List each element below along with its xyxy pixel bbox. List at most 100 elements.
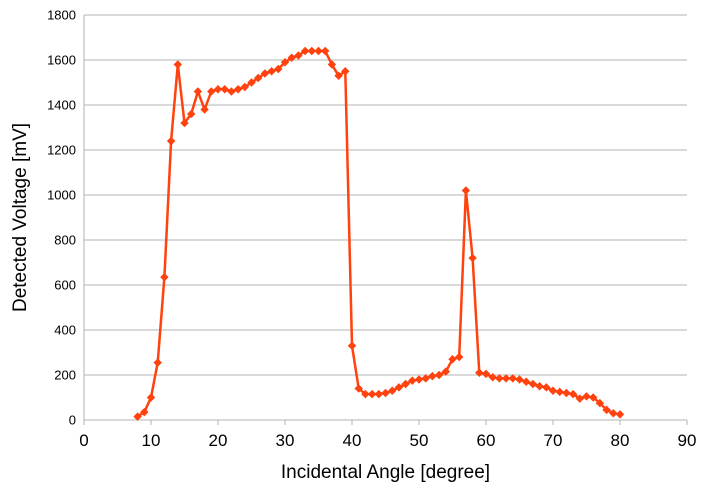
data-point xyxy=(575,394,584,403)
y-tick-label: 800 xyxy=(54,233,76,248)
data-point xyxy=(388,386,397,395)
data-point xyxy=(361,389,370,399)
data-point xyxy=(522,377,531,386)
data-point xyxy=(267,67,276,76)
data-point xyxy=(508,374,517,383)
data-point xyxy=(274,64,283,74)
data-point xyxy=(602,405,611,415)
data-point xyxy=(542,383,551,392)
data-point xyxy=(254,73,263,83)
data-point xyxy=(595,398,605,408)
y-tick-label: 1200 xyxy=(47,143,76,158)
data-point xyxy=(468,253,477,263)
y-tick-label: 400 xyxy=(54,323,76,338)
x-tick-label: 40 xyxy=(343,431,362,450)
data-point xyxy=(146,393,156,402)
data-point xyxy=(562,388,571,398)
x-tick-label: 0 xyxy=(79,431,88,450)
x-tick-labels: 0 10 20 30 40 50 60 70 80 90 xyxy=(79,420,696,450)
data-point xyxy=(495,374,504,383)
y-axis-label: Detected Voltage [mV] xyxy=(10,123,31,312)
x-axis-label: Incidental Angle [degree] xyxy=(281,462,490,483)
x-tick-label: 70 xyxy=(544,431,563,450)
data-point xyxy=(374,389,383,399)
y-tick-label: 1000 xyxy=(47,188,76,203)
data-point xyxy=(475,368,484,377)
data-point xyxy=(528,379,538,389)
data-point xyxy=(133,412,142,421)
data-point xyxy=(568,389,578,399)
data-point xyxy=(247,78,256,87)
data-point xyxy=(481,369,491,379)
x-tick-label: 60 xyxy=(477,431,496,450)
data-point xyxy=(240,82,249,92)
data-point xyxy=(166,136,176,146)
data-point xyxy=(354,384,363,393)
data-point xyxy=(582,392,591,401)
data-point xyxy=(421,374,430,383)
data-point xyxy=(347,341,357,350)
data-point xyxy=(160,272,169,282)
data-point xyxy=(227,87,236,96)
data-point xyxy=(173,60,182,69)
data-point xyxy=(294,51,303,60)
x-tick-label: 80 xyxy=(611,431,630,450)
y-tick-label: 1400 xyxy=(47,98,76,113)
data-point xyxy=(428,371,437,381)
data-point xyxy=(280,58,290,67)
y-tick-label: 1800 xyxy=(47,8,76,23)
y-tick-label: 600 xyxy=(54,278,76,293)
data-point xyxy=(220,85,229,94)
data-point xyxy=(515,375,524,384)
y-tick-labels: 0 200 400 600 800 1000 1200 1400 1600 1800 xyxy=(47,8,76,428)
data-point xyxy=(233,85,243,94)
data-point xyxy=(213,85,223,94)
data-point xyxy=(414,375,424,384)
data-point xyxy=(287,53,296,62)
x-tick-label: 90 xyxy=(678,431,697,450)
series-group xyxy=(133,46,625,421)
y-tick-label: 200 xyxy=(54,368,76,383)
x-tick-label: 30 xyxy=(276,431,295,450)
data-point xyxy=(140,407,149,417)
y-tick-label: 1600 xyxy=(47,53,76,68)
data-point xyxy=(589,393,598,402)
x-tick-label: 20 xyxy=(209,431,228,450)
data-point xyxy=(394,383,404,392)
data-point xyxy=(334,71,343,80)
data-point xyxy=(448,355,457,364)
data-point xyxy=(381,388,390,398)
data-point xyxy=(300,46,310,56)
data-point xyxy=(609,409,618,418)
data-point xyxy=(341,67,350,76)
data-point xyxy=(488,373,497,382)
gridlines xyxy=(84,14,687,376)
x-tick-label: 10 xyxy=(142,431,161,450)
data-point xyxy=(193,87,203,96)
data-point xyxy=(314,46,323,56)
data-point xyxy=(367,389,377,399)
data-point xyxy=(180,118,189,128)
data-point xyxy=(200,105,209,114)
data-point xyxy=(401,379,410,389)
data-point xyxy=(615,410,625,419)
data-point xyxy=(207,87,216,96)
data-point xyxy=(327,60,337,69)
data-point xyxy=(501,374,511,383)
data-point xyxy=(441,367,450,376)
data-point xyxy=(461,186,471,195)
data-point xyxy=(321,46,330,56)
x-tick-label: 50 xyxy=(410,431,429,450)
series-line xyxy=(136,49,621,418)
data-point xyxy=(555,387,564,397)
data-point xyxy=(535,382,544,391)
data-point xyxy=(187,109,196,119)
data-point xyxy=(153,358,162,367)
y-tick-label: 0 xyxy=(69,413,76,428)
data-point xyxy=(455,352,464,362)
data-point xyxy=(307,46,316,56)
data-point xyxy=(408,376,417,385)
axes xyxy=(83,15,687,421)
data-point xyxy=(434,370,444,380)
